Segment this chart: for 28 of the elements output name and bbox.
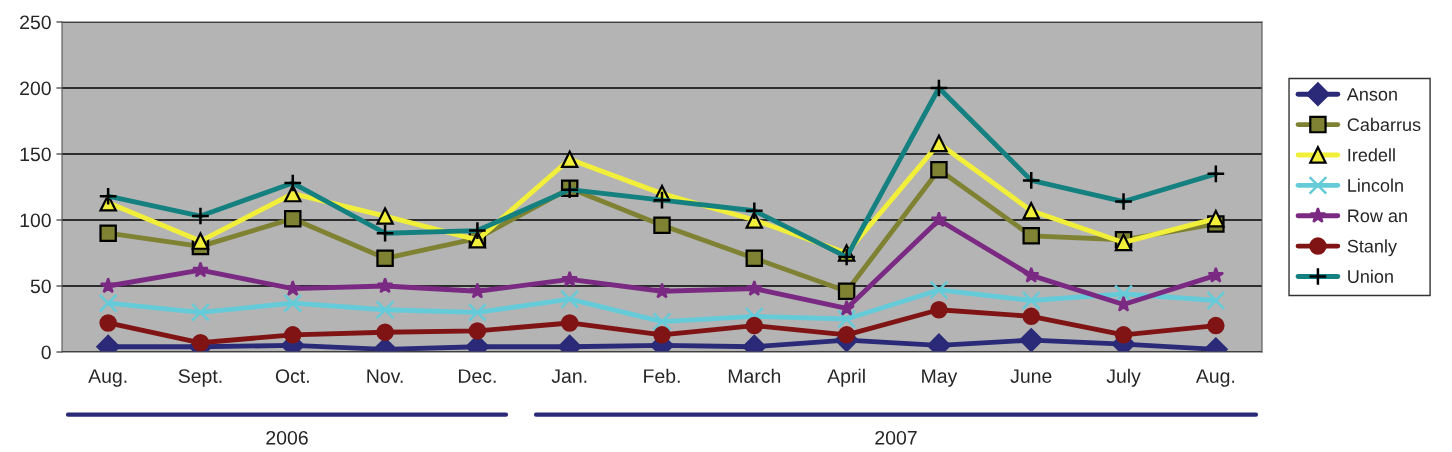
x-tick-label: Oct. bbox=[275, 369, 309, 383]
legend-label: Lincoln bbox=[1348, 178, 1403, 192]
legend-label: Row an bbox=[1348, 209, 1407, 223]
legend-label: Iredell bbox=[1348, 148, 1395, 162]
x-tick-label: March bbox=[728, 368, 781, 383]
x-tick-label: May bbox=[922, 369, 958, 387]
x-tick-label: Feb. bbox=[644, 368, 680, 383]
x-tick-label: Dec. bbox=[458, 369, 496, 383]
x-tick-label: Aug. bbox=[88, 369, 127, 387]
y-tick-label: 150 bbox=[20, 147, 51, 162]
x-tick-label: Sept. bbox=[178, 369, 222, 387]
legend-label: Anson bbox=[1346, 88, 1397, 101]
y-tick-label: 200 bbox=[20, 81, 51, 96]
legend-label: Union bbox=[1348, 269, 1393, 283]
text: 2007 bbox=[875, 430, 917, 445]
legend-label: Cabarrus bbox=[1347, 117, 1421, 132]
x-tick-label: Nov. bbox=[367, 369, 403, 383]
x-tick-label: Jan. bbox=[551, 369, 587, 383]
legend-label: Stanly bbox=[1347, 239, 1397, 257]
y-tick-label: 100 bbox=[20, 213, 51, 228]
y-tick-label: 0 bbox=[41, 345, 51, 360]
y-tick-label: 50 bbox=[30, 279, 51, 294]
x-tick-label: June bbox=[1010, 369, 1052, 383]
y-tick-label: 250 bbox=[20, 15, 51, 30]
x-tick-label: April bbox=[827, 368, 865, 387]
text: 2006 bbox=[266, 430, 308, 445]
x-tick-label: July bbox=[1106, 368, 1141, 387]
x-tick-label: Aug. bbox=[1195, 369, 1235, 387]
